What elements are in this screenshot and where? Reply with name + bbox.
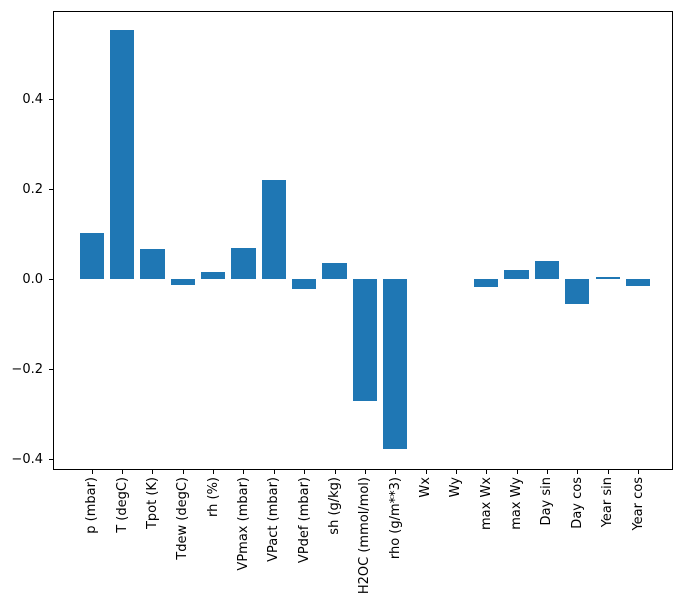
x-tick-label: max Wy bbox=[509, 477, 525, 530]
x-tick-label: VPmax (mbar) bbox=[235, 477, 251, 571]
x-tick-mark bbox=[425, 470, 427, 474]
x-tick-label: T (degC) bbox=[114, 477, 130, 533]
x-tick-label: Tpot (K) bbox=[144, 477, 160, 530]
x-tick-label: Day sin bbox=[539, 477, 555, 526]
x-tick-mark bbox=[577, 470, 579, 474]
bar bbox=[292, 279, 317, 289]
x-tick-mark bbox=[607, 470, 609, 474]
x-tick-mark bbox=[243, 470, 245, 474]
x-tick-label: Year cos bbox=[630, 477, 646, 531]
x-tick-label: p (mbar) bbox=[84, 477, 100, 534]
x-tick-mark bbox=[182, 470, 184, 474]
x-tick-label: sh (g/kg) bbox=[327, 477, 342, 535]
x-tick-mark bbox=[152, 470, 154, 474]
bar bbox=[474, 279, 499, 288]
x-tick-label: Wx bbox=[418, 477, 434, 498]
bar bbox=[383, 279, 408, 449]
x-tick-label: Day cos bbox=[569, 477, 585, 529]
y-tick-label: 0.2 bbox=[22, 181, 43, 197]
x-tick-mark bbox=[273, 470, 275, 474]
bar bbox=[231, 247, 256, 280]
y-tick-mark bbox=[49, 368, 53, 370]
bar bbox=[261, 180, 286, 280]
x-tick-mark bbox=[334, 470, 336, 474]
y-tick-mark bbox=[49, 278, 53, 280]
x-tick-mark bbox=[516, 470, 518, 474]
x-tick-label: VPact (mbar) bbox=[266, 477, 282, 562]
x-tick-label: Year sin bbox=[600, 477, 616, 528]
x-tick-mark bbox=[91, 470, 93, 474]
bar bbox=[200, 272, 226, 280]
bar bbox=[534, 261, 560, 280]
x-tick-mark bbox=[638, 470, 639, 474]
bar bbox=[595, 277, 620, 280]
y-tick-mark bbox=[49, 188, 53, 190]
bar bbox=[625, 279, 651, 287]
y-tick-label: −0.2 bbox=[11, 361, 43, 377]
x-tick-mark bbox=[455, 470, 457, 474]
bar bbox=[352, 279, 377, 401]
y-tick-label: 0.4 bbox=[22, 91, 43, 107]
y-tick-label: 0.0 bbox=[22, 271, 43, 287]
x-tick-mark bbox=[395, 470, 397, 474]
x-tick-label: rh (%) bbox=[205, 477, 221, 517]
x-tick-mark bbox=[304, 470, 306, 474]
x-tick-label: H2OC (mmol/mol) bbox=[357, 477, 373, 595]
bar bbox=[504, 270, 529, 280]
x-tick-mark bbox=[486, 470, 488, 474]
y-tick-mark bbox=[49, 98, 53, 100]
bar bbox=[79, 232, 104, 280]
x-tick-mark bbox=[364, 470, 366, 474]
bar bbox=[170, 279, 195, 286]
x-tick-label: VPdef (mbar) bbox=[296, 477, 312, 564]
x-tick-label: max Wx bbox=[478, 477, 494, 531]
bar bbox=[140, 249, 165, 280]
bar bbox=[565, 279, 590, 304]
plot-area bbox=[53, 11, 673, 470]
x-tick-mark bbox=[213, 470, 215, 474]
bar bbox=[109, 29, 135, 280]
y-tick-label: −0.4 bbox=[11, 451, 43, 467]
x-tick-mark bbox=[546, 470, 548, 474]
y-tick-mark bbox=[49, 458, 53, 460]
x-tick-mark bbox=[122, 470, 124, 474]
x-tick-label: rho (g/m**3) bbox=[387, 477, 403, 560]
x-tick-label: Tdew (degC) bbox=[175, 477, 191, 560]
x-tick-label: Wy bbox=[448, 477, 464, 498]
bar bbox=[322, 262, 347, 280]
